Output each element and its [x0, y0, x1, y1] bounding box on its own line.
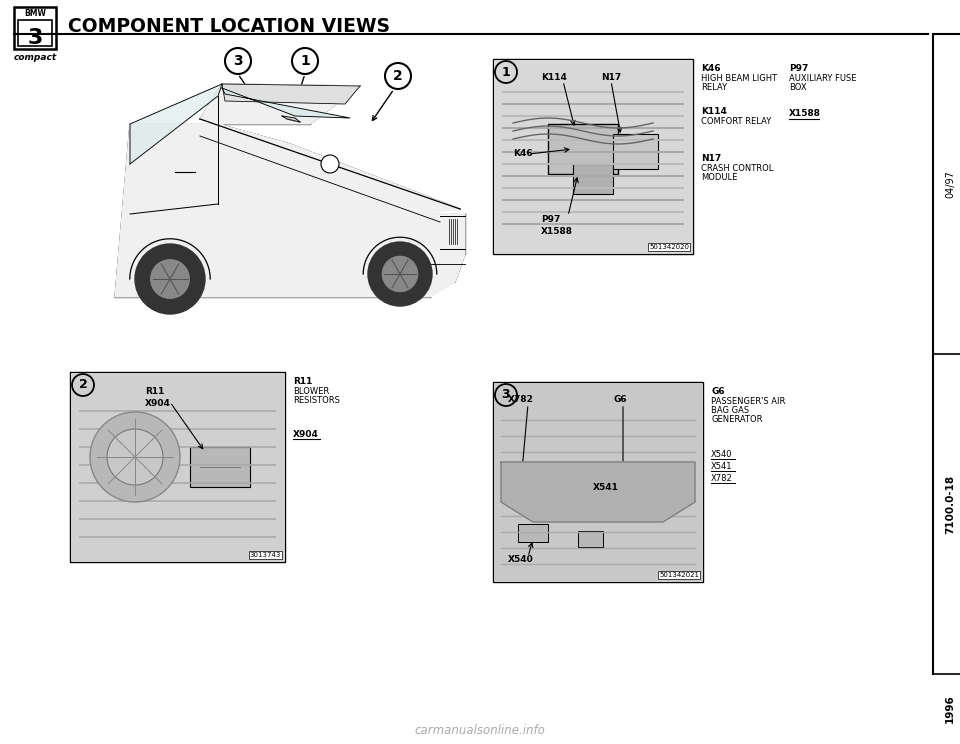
Bar — [598, 499, 643, 517]
Text: 2: 2 — [394, 69, 403, 83]
Text: RESISTORS: RESISTORS — [293, 396, 340, 405]
Bar — [493, 382, 703, 582]
Circle shape — [151, 260, 189, 298]
Text: X1588: X1588 — [541, 226, 573, 236]
Text: PASSENGER'S AIR: PASSENGER'S AIR — [711, 397, 785, 406]
Text: 3: 3 — [502, 388, 511, 402]
Text: AUXILIARY FUSE: AUXILIARY FUSE — [789, 74, 856, 83]
Text: X904: X904 — [145, 400, 171, 408]
Text: G6: G6 — [711, 387, 725, 396]
Bar — [70, 372, 285, 562]
Bar — [71, 373, 284, 561]
Bar — [578, 531, 603, 547]
Polygon shape — [115, 84, 465, 297]
Text: CRASH CONTROL: CRASH CONTROL — [701, 164, 774, 173]
Circle shape — [135, 244, 205, 314]
Text: 2: 2 — [79, 379, 87, 391]
Text: X540: X540 — [508, 556, 534, 565]
Text: X541: X541 — [593, 483, 619, 492]
Text: BMW: BMW — [24, 10, 46, 19]
Text: RELAY: RELAY — [701, 83, 727, 92]
Bar — [613, 134, 658, 169]
Text: BOX: BOX — [789, 83, 806, 92]
Text: P97: P97 — [541, 214, 561, 223]
Text: 3: 3 — [233, 54, 243, 68]
Text: carmanualsonline.info: carmanualsonline.info — [415, 723, 545, 737]
Text: 501342021: 501342021 — [659, 572, 699, 578]
Bar — [190, 447, 250, 487]
Bar — [593, 472, 648, 502]
Bar — [548, 124, 618, 174]
Circle shape — [321, 155, 339, 173]
Text: N17: N17 — [701, 154, 721, 163]
Text: 3: 3 — [27, 28, 42, 48]
Text: compact: compact — [13, 53, 57, 62]
Text: 7100.0-18: 7100.0-18 — [945, 475, 955, 533]
Bar — [494, 383, 702, 581]
Bar — [494, 60, 692, 253]
Text: 3013743: 3013743 — [250, 552, 281, 558]
Text: MODULE: MODULE — [701, 173, 737, 182]
Text: X540: X540 — [711, 450, 732, 459]
Bar — [18, 20, 52, 46]
Text: 501342020: 501342020 — [649, 244, 689, 250]
Bar — [518, 524, 548, 542]
Text: GENERATOR: GENERATOR — [711, 415, 762, 424]
Text: 1: 1 — [300, 54, 310, 68]
Bar — [573, 164, 613, 194]
Text: X782: X782 — [711, 474, 732, 483]
Circle shape — [90, 412, 180, 502]
Polygon shape — [222, 84, 360, 104]
Polygon shape — [130, 84, 222, 164]
Circle shape — [368, 242, 432, 306]
Text: R11: R11 — [145, 388, 164, 397]
Circle shape — [107, 429, 163, 485]
Polygon shape — [501, 462, 695, 522]
Text: P97: P97 — [789, 64, 808, 73]
Text: G6: G6 — [613, 396, 627, 405]
Text: K114: K114 — [701, 107, 727, 116]
Text: K114: K114 — [541, 72, 566, 82]
Text: X782: X782 — [508, 396, 534, 405]
Text: HIGH BEAM LIGHT: HIGH BEAM LIGHT — [701, 74, 778, 83]
Polygon shape — [222, 88, 350, 118]
Text: N17: N17 — [601, 72, 621, 82]
Text: 1: 1 — [502, 65, 511, 79]
Text: X904: X904 — [293, 430, 319, 439]
Text: X1588: X1588 — [789, 109, 821, 118]
Bar — [14, 7, 56, 49]
Text: COMPONENT LOCATION VIEWS: COMPONENT LOCATION VIEWS — [68, 16, 390, 36]
Text: 1996: 1996 — [945, 695, 955, 723]
Text: 04/97: 04/97 — [945, 170, 955, 198]
Text: BLOWER: BLOWER — [293, 387, 329, 396]
Circle shape — [382, 257, 418, 292]
Text: X541: X541 — [711, 462, 732, 471]
Text: K46: K46 — [513, 150, 533, 158]
Text: COMFORT RELAY: COMFORT RELAY — [701, 117, 771, 126]
Text: BAG GAS: BAG GAS — [711, 406, 749, 415]
Bar — [493, 59, 693, 254]
Text: R11: R11 — [293, 377, 312, 386]
Polygon shape — [282, 116, 300, 122]
Text: K46: K46 — [701, 64, 721, 73]
Bar — [430, 221, 460, 239]
